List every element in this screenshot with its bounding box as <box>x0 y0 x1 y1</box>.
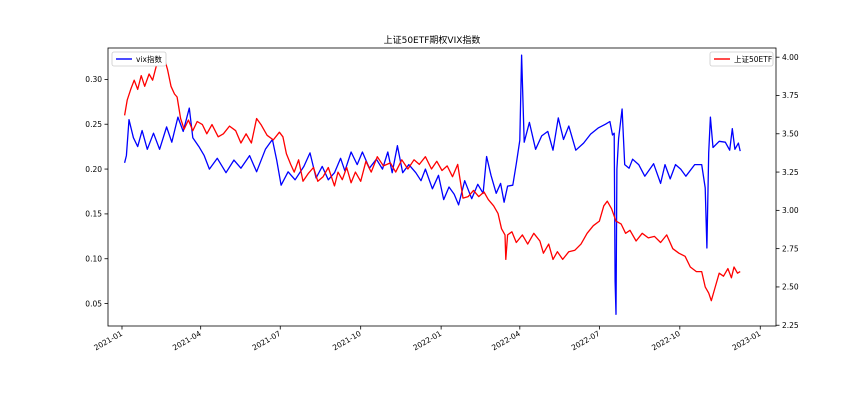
y-right-tick-label: 4.00 <box>782 53 799 62</box>
series-layer <box>123 54 741 315</box>
y-left-tick-label: 0.15 <box>85 210 102 219</box>
legend-left-box <box>111 51 167 67</box>
plot-frame <box>107 47 777 327</box>
y-right-tick-label: 2.75 <box>782 244 799 253</box>
legend-left-label: vix指数 <box>136 54 162 64</box>
x-tick-label: 2021-04 <box>171 329 203 353</box>
chart-title: 上证50ETF期权VIX指数 <box>384 34 481 46</box>
y-right-tick-label: 3.00 <box>782 206 799 215</box>
y-axis-right: 2.25 2.50 2.75 3.00 3.25 3.50 3.75 4.00 <box>776 53 799 330</box>
legend-right-box <box>709 51 774 67</box>
x-tick-label: 2021-01 <box>92 329 124 353</box>
x-tick-label: 2022-01 <box>411 329 443 353</box>
x-tick-label: 2022-07 <box>570 329 602 353</box>
legend-left: vix指数 <box>111 51 167 67</box>
y-axis-left: 0.05 0.10 0.15 0.20 0.25 0.30 <box>85 75 108 308</box>
y-left-tick-label: 0.10 <box>85 254 102 263</box>
x-axis: 2021-01 2021-04 2021-07 2021-10 2022-01 2022-… <box>92 326 762 352</box>
y-left-tick-label: 0.20 <box>85 165 102 174</box>
y-right-tick-label: 3.75 <box>782 91 799 100</box>
y-right-tick-label: 2.50 <box>782 283 799 292</box>
x-tick-label: 2023-01 <box>731 329 763 353</box>
y-left-tick-label: 0.30 <box>85 75 102 84</box>
y-left-tick-label: 0.05 <box>85 299 102 308</box>
x-tick-label: 2021-07 <box>251 329 283 353</box>
etf50-price-line <box>123 56 741 302</box>
x-tick-label: 2021-10 <box>331 329 363 353</box>
legend-right-label: 上证50ETF <box>734 55 772 64</box>
y-right-tick-label: 3.25 <box>782 168 799 177</box>
vix-index-line <box>123 54 741 315</box>
y-right-tick-label: 3.50 <box>782 129 799 138</box>
x-tick-label: 2022-10 <box>650 329 682 353</box>
x-tick-label: 2022-04 <box>490 329 522 353</box>
legend-right: 上证50ETF <box>709 51 774 67</box>
y-right-tick-label: 2.25 <box>782 321 799 330</box>
y-left-tick-label: 0.25 <box>85 120 102 129</box>
